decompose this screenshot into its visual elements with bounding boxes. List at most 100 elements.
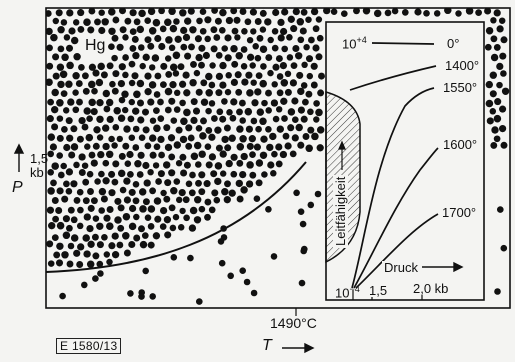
liquid-dot <box>132 107 140 115</box>
liquid-dot <box>277 34 285 42</box>
liquid-dot <box>279 61 288 70</box>
liquid-dot <box>500 36 508 44</box>
liquid-dot <box>86 224 94 233</box>
liquid-dot <box>112 123 120 131</box>
liquid-dot <box>164 18 172 27</box>
substance-label: Hg <box>82 38 109 54</box>
liquid-dot <box>200 117 207 125</box>
liquid-dot <box>500 141 508 149</box>
liquid-dot <box>163 195 171 203</box>
liquid-dot <box>162 161 171 169</box>
liquid-dot <box>127 171 134 178</box>
liquid-dot <box>286 34 293 41</box>
liquid-dot <box>401 9 409 16</box>
liquid-dot <box>78 64 85 71</box>
liquid-dot <box>98 187 107 196</box>
liquid-dot <box>52 53 60 61</box>
liquid-dot <box>236 108 243 116</box>
liquid-dot <box>50 179 57 187</box>
liquid-dot <box>88 80 96 89</box>
liquid-dot <box>219 150 227 158</box>
liquid-dot <box>198 44 206 52</box>
liquid-dot <box>267 36 274 44</box>
liquid-dot <box>147 223 155 230</box>
liquid-dot <box>57 171 65 179</box>
liquid-dot <box>310 62 318 70</box>
liquid-dot <box>414 8 422 16</box>
liquid-dot <box>260 135 268 143</box>
liquid-dot <box>180 43 188 51</box>
inset-x-tick-2: 2,0 kb <box>412 281 450 296</box>
liquid-dot <box>296 18 305 26</box>
liquid-dot <box>261 171 268 178</box>
liquid-dot <box>66 224 73 232</box>
liquid-dot <box>98 9 105 16</box>
vapour-dot <box>297 208 305 215</box>
liquid-dot <box>111 142 118 149</box>
liquid-dot <box>240 186 248 194</box>
liquid-dot <box>157 115 165 122</box>
liquid-dot <box>129 9 137 17</box>
liquid-dot <box>313 116 320 123</box>
curve-label-1600: 1600° <box>443 137 478 152</box>
liquid-dot <box>48 222 56 230</box>
liquid-dot <box>152 18 161 27</box>
liquid-dot <box>47 260 55 267</box>
liquid-dot <box>168 169 176 177</box>
liquid-dot <box>205 126 213 134</box>
liquid-dot <box>270 99 279 107</box>
liquid-dot <box>249 171 257 179</box>
liquid-dot <box>164 55 172 62</box>
liquid-dot <box>259 26 267 33</box>
liquid-dot <box>276 89 284 97</box>
druck-arrow <box>422 261 464 273</box>
liquid-dot <box>144 36 152 44</box>
liquid-dot <box>291 97 299 105</box>
liquid-dot <box>62 215 70 223</box>
liquid-dot <box>194 196 202 204</box>
liquid-dot <box>63 143 71 152</box>
liquid-dot <box>264 18 272 26</box>
liquid-dot <box>198 61 205 69</box>
liquid-dot <box>255 72 263 79</box>
liquid-dot <box>210 170 218 178</box>
liquid-dot <box>159 223 167 230</box>
vapour-dot <box>239 267 246 275</box>
liquid-dot <box>195 179 202 187</box>
liquid-dot <box>499 52 507 60</box>
liquid-dot <box>96 222 104 230</box>
liquid-dot <box>173 89 181 97</box>
liquid-dot <box>94 178 101 185</box>
liquid-dot <box>307 126 315 134</box>
liquid-dot <box>235 88 243 96</box>
liquid-dot <box>316 34 324 42</box>
liquid-dot <box>198 150 206 158</box>
liquid-dot <box>164 106 172 114</box>
liquid-dot <box>165 70 173 78</box>
liquid-dot <box>46 10 52 17</box>
liquid-dot <box>106 62 114 70</box>
liquid-dot <box>75 80 83 88</box>
liquid-dot <box>121 90 129 98</box>
liquid-dot <box>276 73 284 80</box>
liquid-dot <box>204 35 211 43</box>
liquid-dot <box>235 179 243 188</box>
liquid-dot <box>106 222 114 230</box>
liquid-dot <box>160 81 167 88</box>
liquid-dot <box>205 72 213 81</box>
liquid-dot <box>312 44 320 52</box>
liquid-dot <box>239 170 247 179</box>
liquid-dot <box>67 98 75 106</box>
liquid-dot <box>65 117 73 125</box>
liquid-dot <box>128 98 136 106</box>
liquid-dot <box>169 24 178 33</box>
liquid-dot <box>318 72 325 80</box>
liquid-dot <box>178 188 186 197</box>
liquid-dot <box>78 153 86 161</box>
liquid-dot <box>66 260 74 268</box>
atom-dots <box>46 8 510 305</box>
liquid-dot <box>272 115 280 123</box>
liquid-dot <box>111 178 119 186</box>
liquid-dot <box>219 81 227 89</box>
